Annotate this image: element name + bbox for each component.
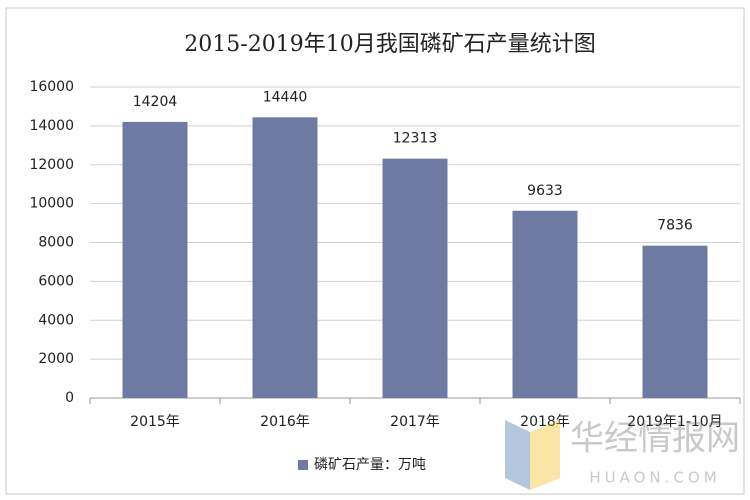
watermark: 华经情报网 HUAON.COM [505, 419, 740, 490]
y-tick-label: 6000 [38, 273, 74, 289]
x-tick-label: 2018年 [520, 414, 570, 430]
y-tick-label: 2000 [38, 351, 74, 367]
bar [122, 121, 188, 398]
watermark-url: HUAON.COM [589, 469, 720, 487]
x-tick-label: 2015年 [130, 414, 180, 430]
y-tick-label: 14000 [29, 118, 74, 134]
legend-label: 磷矿石产量：万吨 [314, 457, 426, 473]
bar [512, 210, 578, 398]
bar [252, 117, 318, 398]
y-tick-label: 16000 [29, 79, 74, 95]
data-label: 12313 [393, 131, 438, 147]
watermark-logo [530, 420, 560, 490]
x-tick-label: 2017年 [390, 414, 440, 430]
watermark-logo [505, 420, 530, 490]
data-label: 14440 [263, 89, 308, 105]
bar [382, 158, 448, 398]
watermark-text: 华经情报网 [570, 419, 740, 459]
chart-title: 2015-2019年10月我国磷矿石产量统计图 [184, 32, 595, 57]
y-tick-label: 0 [65, 390, 74, 406]
x-tick-label: 2016年 [260, 414, 310, 430]
bar [642, 245, 708, 398]
legend-swatch [298, 460, 308, 470]
y-tick-label: 12000 [29, 157, 74, 173]
data-label: 9633 [527, 183, 563, 199]
y-tick-label: 8000 [38, 235, 74, 251]
x-tick-label: 2019年1-10月 [627, 414, 722, 430]
data-label: 14204 [133, 94, 178, 110]
data-label: 7836 [657, 218, 693, 234]
y-tick-label: 4000 [38, 312, 74, 328]
y-tick-label: 10000 [29, 196, 74, 212]
